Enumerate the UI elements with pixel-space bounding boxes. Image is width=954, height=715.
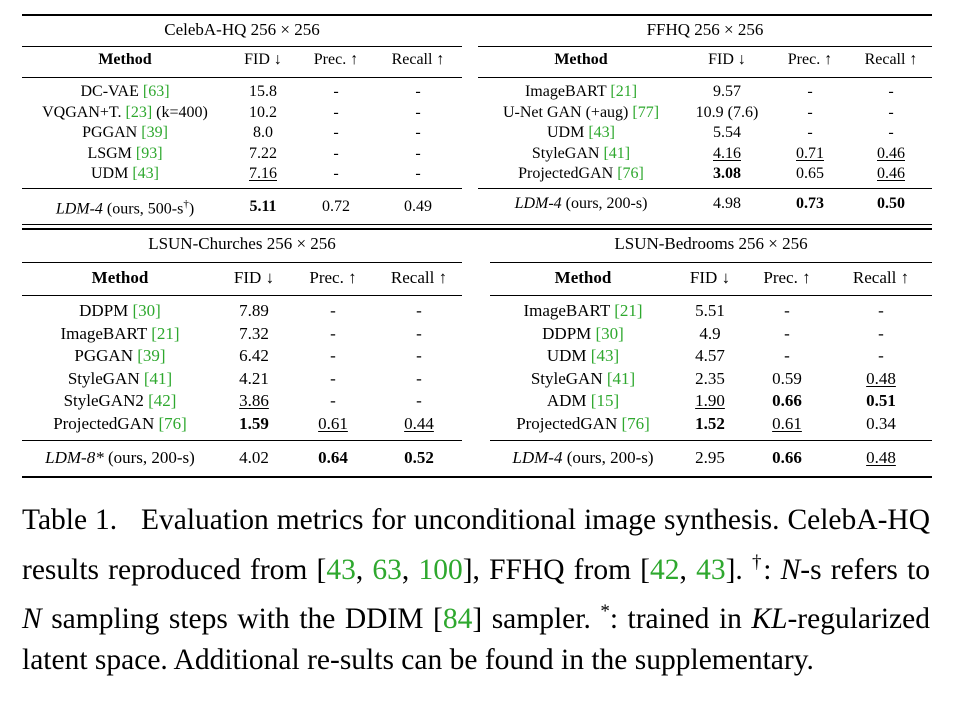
rule-bedrooms-above-ours <box>490 440 932 441</box>
caption-cite[interactable]: 63 <box>372 553 402 586</box>
col-prec: Prec. ↑ <box>763 268 811 287</box>
caption-cite[interactable]: 43 <box>696 553 726 586</box>
ours-row: LDM-4 (ours, 500-s†) 5.11 0.72 0.49 <box>55 197 432 218</box>
table-bedrooms-body: ImageBART [21] 5.51 - - DDPM [30] 4.9 - … <box>490 300 932 435</box>
rule-churches-above-ours <box>22 440 462 441</box>
rule-mid-2 <box>22 228 932 230</box>
rule-celeba-above-ours <box>22 188 462 189</box>
caption-label: Table 1. <box>22 504 118 536</box>
table-celeba: Method FID ↓ Prec. ↑ Recall ↑ <box>22 50 462 71</box>
header-row: Method FID ↓ Prec. ↑ Recall ↑ <box>478 50 932 71</box>
table-row: LSGM [93] 7.22 - - <box>87 144 421 162</box>
table-row: ProjectedGAN [76] 3.08 0.65 0.46 <box>518 165 905 182</box>
table-celeba-ours: LDM-4 (ours, 500-s†) 5.11 0.72 0.49 <box>22 194 462 220</box>
table-caption: Table 1. Evaluation metrics for uncondit… <box>22 504 931 677</box>
table-ffhq: Method FID ↓ Prec. ↑ Recall ↑ <box>478 50 932 71</box>
rule-top-thick <box>22 14 932 16</box>
table-row: ImageBART [21] 9.57 - - <box>524 83 894 100</box>
rule-ffhq-under-title <box>478 46 932 47</box>
col-recall: Recall ↑ <box>864 51 918 68</box>
table-row: UDM [43] 7.16 - - <box>91 165 421 182</box>
col-method: Method <box>554 268 612 287</box>
table-churches-body: DDPM [30] 7.89 - - ImageBART [21] 7.32 -… <box>22 300 462 435</box>
ours-row: LDM-8* (ours, 200-s) 4.02 0.64 0.52 <box>45 448 434 467</box>
table-title-ffhq: FFHQ 256 × 256 <box>646 20 764 39</box>
table-row: ProjectedGAN [76] 1.59 0.61 0.44 <box>53 413 434 433</box>
rule-ffhq-above-ours <box>478 188 932 189</box>
col-recall: Recall ↑ <box>390 268 448 287</box>
rule-bottom <box>22 476 932 478</box>
table-churches: Method FID ↓ Prec. ↑ Recall ↑ <box>22 268 462 289</box>
table-row: DC-VAE [63] 15.8 - - <box>80 83 421 100</box>
col-prec: Prec. ↑ <box>787 51 833 68</box>
table-row: ProjectedGAN [76] 1.52 0.61 0.34 <box>516 413 896 433</box>
rule-celeba-under-title <box>22 46 462 47</box>
table-row: ImageBART [21] 7.32 - - <box>60 323 422 343</box>
rule-churches-under-header <box>22 295 462 296</box>
table-row: StyleGAN [41] 4.16 0.71 0.46 <box>531 144 905 162</box>
rule-celeba-under-header <box>22 77 462 78</box>
table-row: DDPM [30] 4.9 - - <box>542 323 884 343</box>
caption-cite[interactable]: 100 <box>418 553 463 586</box>
table-row: VQGAN+T. [23] (k=400) 10.2 - - <box>42 103 421 121</box>
table-row: PGGAN [39] 6.42 - - <box>74 346 422 365</box>
table-churches-ours: LDM-8* (ours, 200-s) 4.02 0.64 0.52 <box>22 447 462 469</box>
table-bedrooms: Method FID ↓ Prec. ↑ Recall ↑ <box>490 268 932 289</box>
rule-bedrooms-under-header <box>490 295 932 296</box>
table-row: DDPM [30] 7.89 - - <box>79 301 422 320</box>
rule-bedrooms-under-title <box>490 262 932 263</box>
col-method: Method <box>91 268 149 287</box>
col-prec: Prec. ↑ <box>309 268 357 287</box>
table-row: StyleGAN2 [42] 3.86 - - <box>63 391 422 410</box>
table-row: ImageBART [21] 5.51 - - <box>523 301 884 320</box>
col-method: Method <box>554 51 608 68</box>
table-title-celeba: CelebA-HQ 256 × 256 <box>164 20 320 39</box>
table-ffhq-ours: LDM-4 (ours, 200-s) 4.98 0.73 0.50 <box>478 194 932 215</box>
table-row: UDM [43] 5.54 - - <box>547 124 894 141</box>
col-fid: FID ↓ <box>708 51 746 68</box>
col-fid: FID ↓ <box>689 268 731 287</box>
table-title-bedrooms: LSUN-Bedrooms 256 × 256 <box>614 234 808 253</box>
col-fid: FID ↓ <box>233 268 275 287</box>
caption-cite[interactable]: 43 <box>326 553 356 586</box>
rule-churches-under-title <box>22 262 462 263</box>
table-row: U-Net GAN (+aug) [77] 10.9 (7.6) - - <box>502 103 894 121</box>
table-title-churches: LSUN-Churches 256 × 256 <box>148 234 336 253</box>
rule-mid-1 <box>22 224 932 225</box>
col-prec: Prec. ↑ <box>313 51 359 68</box>
table-row: PGGAN [39] 8.0 - - <box>82 124 421 141</box>
caption-cite[interactable]: 84 <box>442 602 473 635</box>
ours-row: LDM-4 (ours, 200-s) 2.95 0.66 0.48 <box>512 448 896 467</box>
header-row: Method FID ↓ Prec. ↑ Recall ↑ <box>22 50 462 71</box>
col-fid: FID ↓ <box>244 51 282 68</box>
table-row: ADM [15] 1.90 0.66 0.51 <box>546 391 896 410</box>
table-bedrooms-ours: LDM-4 (ours, 200-s) 2.95 0.66 0.48 <box>490 447 932 469</box>
table-celeba-body: DC-VAE [63] 15.8 - - VQGAN+T. [23] (k=40… <box>22 82 462 185</box>
table-ffhq-body: ImageBART [21] 9.57 - - U-Net GAN (+aug)… <box>478 82 932 185</box>
header-row: Method FID ↓ Prec. ↑ Recall ↑ <box>22 268 462 289</box>
header-row: Method FID ↓ Prec. ↑ Recall ↑ <box>490 268 932 289</box>
table-row: UDM [43] 4.57 - - <box>546 346 884 365</box>
caption-cite[interactable]: 42 <box>650 553 680 586</box>
col-recall: Recall ↑ <box>391 51 445 68</box>
rule-ffhq-under-header <box>478 77 932 78</box>
ours-row: LDM-4 (ours, 200-s) 4.98 0.73 0.50 <box>514 195 905 212</box>
table-row: StyleGAN [41] 4.21 - - <box>67 368 422 388</box>
col-recall: Recall ↑ <box>852 268 910 287</box>
table-row: StyleGAN [41] 2.35 0.59 0.48 <box>530 368 896 388</box>
col-method: Method <box>98 51 152 68</box>
